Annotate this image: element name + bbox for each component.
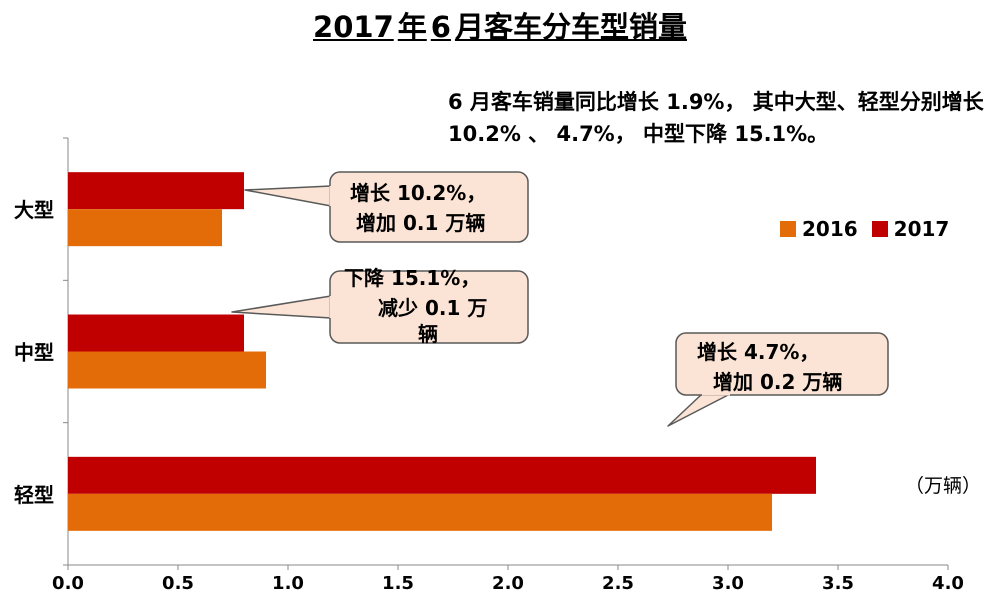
bar-2016-2 bbox=[68, 351, 266, 389]
legend-item-2017: 2017 bbox=[871, 217, 950, 241]
callout-large-shape-box bbox=[329, 171, 529, 243]
title-month: 6 bbox=[430, 10, 451, 44]
callout-shapes bbox=[231, 171, 889, 427]
title-year-unit: 年 bbox=[397, 10, 427, 44]
title-rest: 月客车分车型销量 bbox=[454, 10, 687, 44]
legend-swatch-2016 bbox=[780, 221, 796, 237]
x-tick-label: 0.0 bbox=[52, 573, 84, 594]
summary-text: 6 月客车销量同比增长 1.9%， 其中大型、轻型分别增长 10.2% 、 4.… bbox=[448, 90, 984, 146]
x-tick-label: 1.0 bbox=[272, 573, 304, 594]
legend-swatch-2017 bbox=[871, 221, 888, 237]
callout-light: 增长 4.7%， 增加 0.2 万辆 bbox=[697, 337, 842, 397]
legend-label-2016: 2016 bbox=[802, 217, 858, 241]
callout-light-shape-pointer bbox=[667, 393, 731, 427]
chart-title: 2017 年 6 月客车分车型销量 bbox=[0, 4, 1000, 46]
legend-label-2017: 2017 bbox=[893, 217, 950, 241]
x-tick-label: 4.0 bbox=[932, 573, 964, 594]
legend: 2016 2017 bbox=[780, 217, 963, 241]
x-tick-label: 2.0 bbox=[492, 573, 524, 594]
callout-light-line2: 增加 0.2 万辆 bbox=[713, 370, 843, 394]
bar-2017-2 bbox=[68, 314, 244, 352]
callout-large: 增长 10.2%， 增加 0.1 万辆 bbox=[350, 178, 486, 238]
title-year: 2017 bbox=[313, 10, 394, 44]
x-tick-label: 0.5 bbox=[162, 573, 194, 594]
callout-light-line1: 增长 4.7%， bbox=[697, 340, 820, 364]
x-tick-label: 1.5 bbox=[382, 573, 414, 594]
bar-2016-3 bbox=[68, 493, 772, 531]
callout-large-line1: 增长 10.2%， bbox=[350, 181, 487, 205]
category-label: 中型 bbox=[14, 341, 54, 365]
unit-label: （万辆） bbox=[905, 475, 982, 497]
callout-medium-line2: 减少 0.1 万 bbox=[378, 296, 488, 320]
callout-medium-line3: 辆 bbox=[418, 322, 438, 346]
bar-2017-1 bbox=[68, 172, 244, 210]
x-tick-label: 2.5 bbox=[602, 573, 634, 594]
x-tick-label: 3.0 bbox=[712, 573, 744, 594]
callout-large-shape-pointer bbox=[244, 185, 332, 207]
callout-large-line2: 增加 0.1 万辆 bbox=[356, 211, 486, 235]
legend-item-2016: 2016 bbox=[780, 217, 858, 241]
callout-medium-line1: 下降 15.1%， bbox=[344, 266, 481, 290]
category-label: 大型 bbox=[14, 198, 54, 222]
bar-2016-1 bbox=[68, 209, 222, 247]
callout-light-shape-box bbox=[675, 332, 889, 396]
bar-2017-3 bbox=[68, 456, 816, 494]
x-tick-label: 3.5 bbox=[822, 573, 854, 594]
callout-medium-shape-pointer bbox=[231, 295, 332, 319]
category-label: 轻型 bbox=[14, 483, 54, 507]
callout-medium: 下降 15.1%， 减少 0.1 万 辆 bbox=[344, 263, 487, 349]
chart-bars bbox=[68, 172, 816, 531]
